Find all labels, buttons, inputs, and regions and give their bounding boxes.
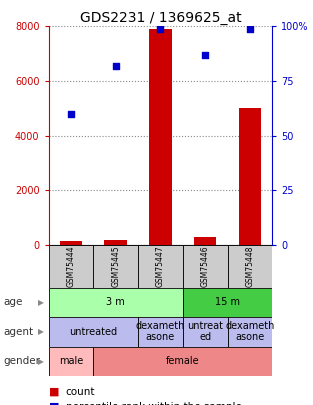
Point	[203, 51, 208, 58]
Text: female: female	[166, 356, 200, 367]
Text: ■: ■	[49, 402, 63, 405]
Text: untreat
ed: untreat ed	[187, 322, 223, 342]
Text: GSM75446: GSM75446	[201, 245, 210, 287]
Bar	[105, 240, 127, 245]
Bar	[149, 29, 172, 245]
Bar	[183, 317, 228, 347]
Text: GSM75445: GSM75445	[111, 245, 120, 287]
Title: GDS2231 / 1369625_at: GDS2231 / 1369625_at	[80, 11, 241, 25]
Bar	[183, 288, 272, 317]
Text: untreated: untreated	[69, 327, 117, 337]
Bar	[228, 317, 272, 347]
Text: ▶: ▶	[38, 327, 44, 337]
Text: 15 m: 15 m	[215, 297, 240, 307]
Text: 3 m: 3 m	[106, 297, 125, 307]
Bar	[49, 347, 93, 376]
Text: ■: ■	[49, 387, 63, 396]
Point	[68, 111, 73, 117]
Bar	[228, 245, 272, 288]
Bar	[49, 317, 138, 347]
Text: ▶: ▶	[38, 357, 44, 366]
Bar	[49, 245, 93, 288]
Bar	[194, 237, 216, 245]
Text: dexameth
asone: dexameth asone	[225, 322, 275, 342]
Text: agent: agent	[3, 327, 33, 337]
Text: ▶: ▶	[38, 298, 44, 307]
Text: GSM75447: GSM75447	[156, 245, 165, 287]
Bar	[93, 245, 138, 288]
Text: age: age	[3, 297, 23, 307]
Text: GSM75448: GSM75448	[245, 245, 254, 287]
Bar	[60, 241, 82, 245]
Bar	[239, 108, 261, 245]
Point	[248, 25, 253, 32]
Text: male: male	[59, 356, 83, 367]
Bar	[93, 347, 272, 376]
Point	[113, 62, 118, 69]
Bar	[138, 245, 183, 288]
Text: GSM75444: GSM75444	[66, 245, 75, 287]
Text: gender: gender	[3, 356, 40, 367]
Point	[158, 25, 163, 32]
Bar	[138, 317, 183, 347]
Text: percentile rank within the sample: percentile rank within the sample	[66, 402, 242, 405]
Text: count: count	[66, 387, 95, 396]
Text: dexameth
asone: dexameth asone	[136, 322, 185, 342]
Bar	[49, 288, 183, 317]
Bar	[183, 245, 228, 288]
